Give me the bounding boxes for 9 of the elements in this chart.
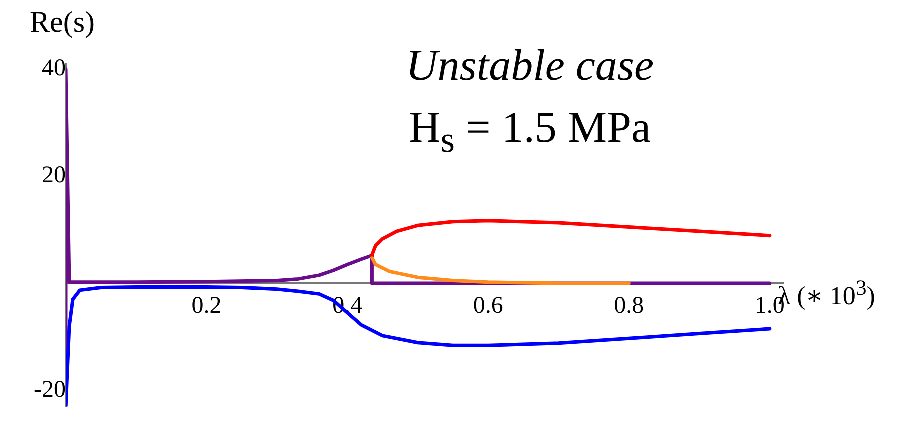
x-tick-label: 0.6	[473, 293, 504, 320]
y-tick-label: -20	[34, 376, 66, 403]
y-tick-label: 40	[42, 56, 66, 82]
x-tick-label: 0.2	[192, 293, 222, 320]
y-axis-title: Re(s)	[30, 6, 95, 40]
x-tick-label: 0.8	[614, 293, 644, 320]
y-tick-label: 20	[42, 162, 66, 189]
annotation: Unstable case	[404, 40, 656, 91]
annotation: H$_{s}$ = 1.5 MPa	[408, 102, 652, 161]
